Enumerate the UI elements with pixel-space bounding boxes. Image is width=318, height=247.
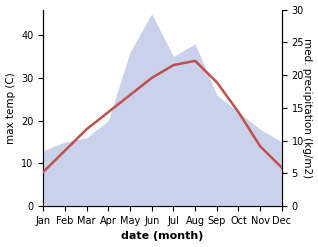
- Y-axis label: max temp (C): max temp (C): [5, 72, 16, 144]
- Y-axis label: med. precipitation (kg/m2): med. precipitation (kg/m2): [302, 38, 313, 178]
- X-axis label: date (month): date (month): [121, 231, 204, 242]
